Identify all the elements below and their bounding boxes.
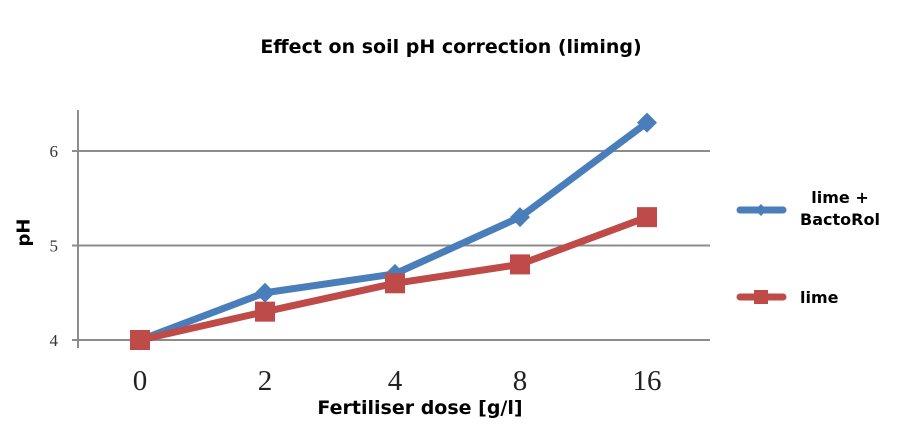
x-tick-label: 8	[513, 365, 528, 397]
legend-label: lime	[800, 288, 839, 307]
y-tick-label: 6	[50, 142, 59, 161]
legend-label: lime +	[811, 188, 868, 207]
y-tick-label: 5	[50, 237, 59, 256]
data-point-square	[510, 254, 530, 275]
data-point-diamond	[637, 112, 657, 133]
data-point-square	[130, 330, 150, 350]
x-axis-label: Fertiliser dose [g/l]	[317, 397, 523, 419]
y-tick-label: 4	[50, 331, 59, 350]
data-point-diamond	[510, 207, 530, 228]
x-tick-label: 0	[133, 365, 148, 397]
series-line	[136, 119, 651, 344]
legend-marker-square	[754, 290, 768, 304]
x-tick-label: 2	[258, 365, 273, 397]
data-point-square	[385, 273, 405, 294]
data-point-square	[255, 301, 275, 322]
x-tick-label: 16	[633, 365, 662, 397]
data-point-square	[637, 207, 657, 228]
data-point-diamond	[255, 282, 275, 303]
chart-title: Effect on soil pH correction (liming)	[260, 36, 642, 58]
legend-marker-diamond	[755, 204, 767, 216]
x-tick-label: 4	[388, 365, 403, 397]
legend-label: BactoRol	[800, 210, 880, 229]
